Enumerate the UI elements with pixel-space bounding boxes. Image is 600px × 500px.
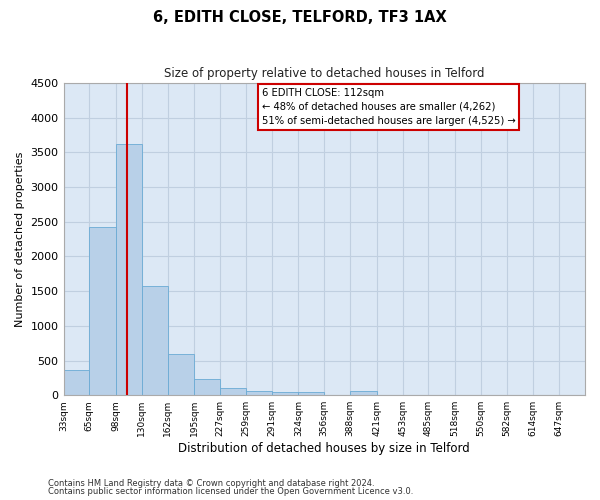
Text: 6, EDITH CLOSE, TELFORD, TF3 1AX: 6, EDITH CLOSE, TELFORD, TF3 1AX [153,10,447,25]
Bar [298,392,324,395]
Title: Size of property relative to detached houses in Telford: Size of property relative to detached ho… [164,68,485,80]
Bar [167,354,194,395]
Bar [246,390,272,395]
Text: Contains public sector information licensed under the Open Government Licence v3: Contains public sector information licen… [48,487,413,496]
Bar [194,380,220,395]
Bar [116,144,142,395]
Text: 6 EDITH CLOSE: 112sqm
← 48% of detached houses are smaller (4,262)
51% of semi-d: 6 EDITH CLOSE: 112sqm ← 48% of detached … [262,88,515,126]
Text: Contains HM Land Registry data © Crown copyright and database right 2024.: Contains HM Land Registry data © Crown c… [48,478,374,488]
Bar [64,370,89,395]
Bar [350,390,377,395]
Bar [89,228,116,395]
X-axis label: Distribution of detached houses by size in Telford: Distribution of detached houses by size … [178,442,470,455]
Bar [142,286,167,395]
Y-axis label: Number of detached properties: Number of detached properties [15,152,25,327]
Bar [272,392,298,395]
Bar [220,388,246,395]
